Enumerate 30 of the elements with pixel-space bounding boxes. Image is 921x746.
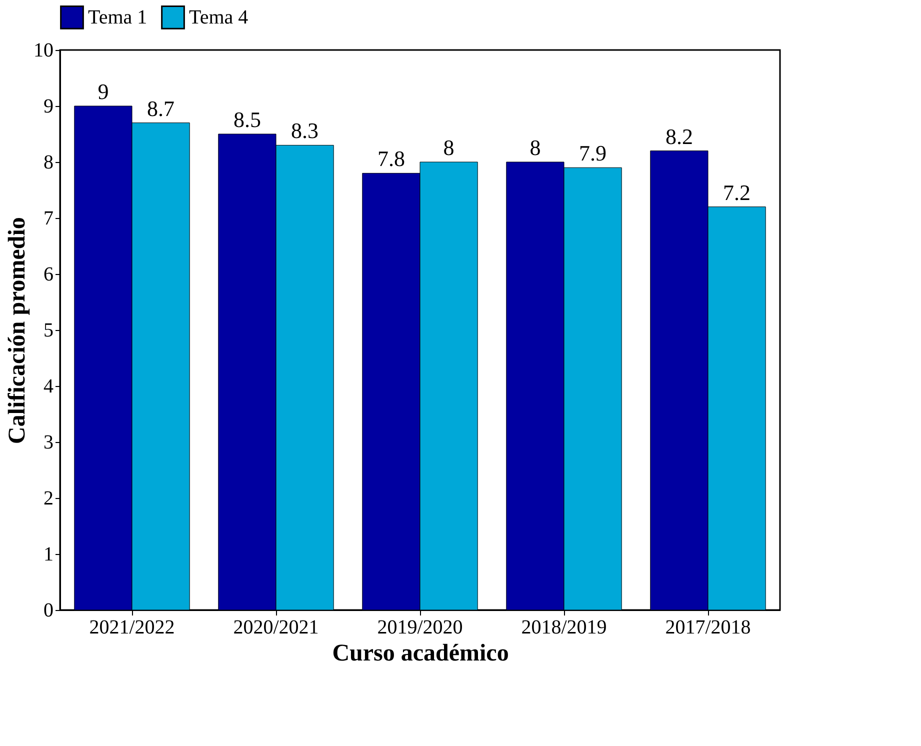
x-tick-label: 2021/2022 (89, 616, 175, 638)
y-tick-label: 8 (44, 152, 54, 174)
legend-label: Tema 4 (189, 6, 248, 28)
y-tick-label: 1 (44, 544, 54, 566)
data-label: 7.2 (723, 180, 751, 205)
data-label: 8 (443, 135, 454, 160)
data-label: 7.8 (377, 146, 405, 172)
data-label: 8.3 (291, 118, 319, 144)
data-label: 9 (98, 79, 109, 104)
y-tick-label: 6 (44, 264, 54, 286)
data-label: 8.7 (147, 96, 175, 121)
y-tick-label: 5 (44, 320, 54, 342)
x-tick-label: 2019/2020 (377, 616, 463, 638)
y-axis-title: Calificación promedio (4, 217, 30, 444)
y-tick-label: 7 (44, 208, 54, 230)
data-label: 8 (530, 135, 541, 160)
x-axis-title: Curso académico (332, 640, 509, 666)
x-tick-label: 2017/2018 (665, 616, 751, 638)
legend-label: Tema 1 (88, 6, 148, 28)
data-label: 7.9 (579, 140, 607, 166)
y-tick-label: 4 (44, 376, 54, 398)
y-tick-label: 2 (44, 488, 54, 510)
x-tick-label: 2020/2021 (233, 616, 319, 638)
y-tick-label: 3 (44, 432, 54, 454)
data-label: 8.2 (665, 124, 693, 149)
data-label: 8.5 (233, 107, 261, 132)
y-tick-label: 0 (44, 600, 54, 622)
y-tick-label: 9 (44, 96, 54, 118)
y-tick-label: 10 (34, 40, 54, 62)
x-tick-label: 2018/2019 (521, 616, 607, 638)
